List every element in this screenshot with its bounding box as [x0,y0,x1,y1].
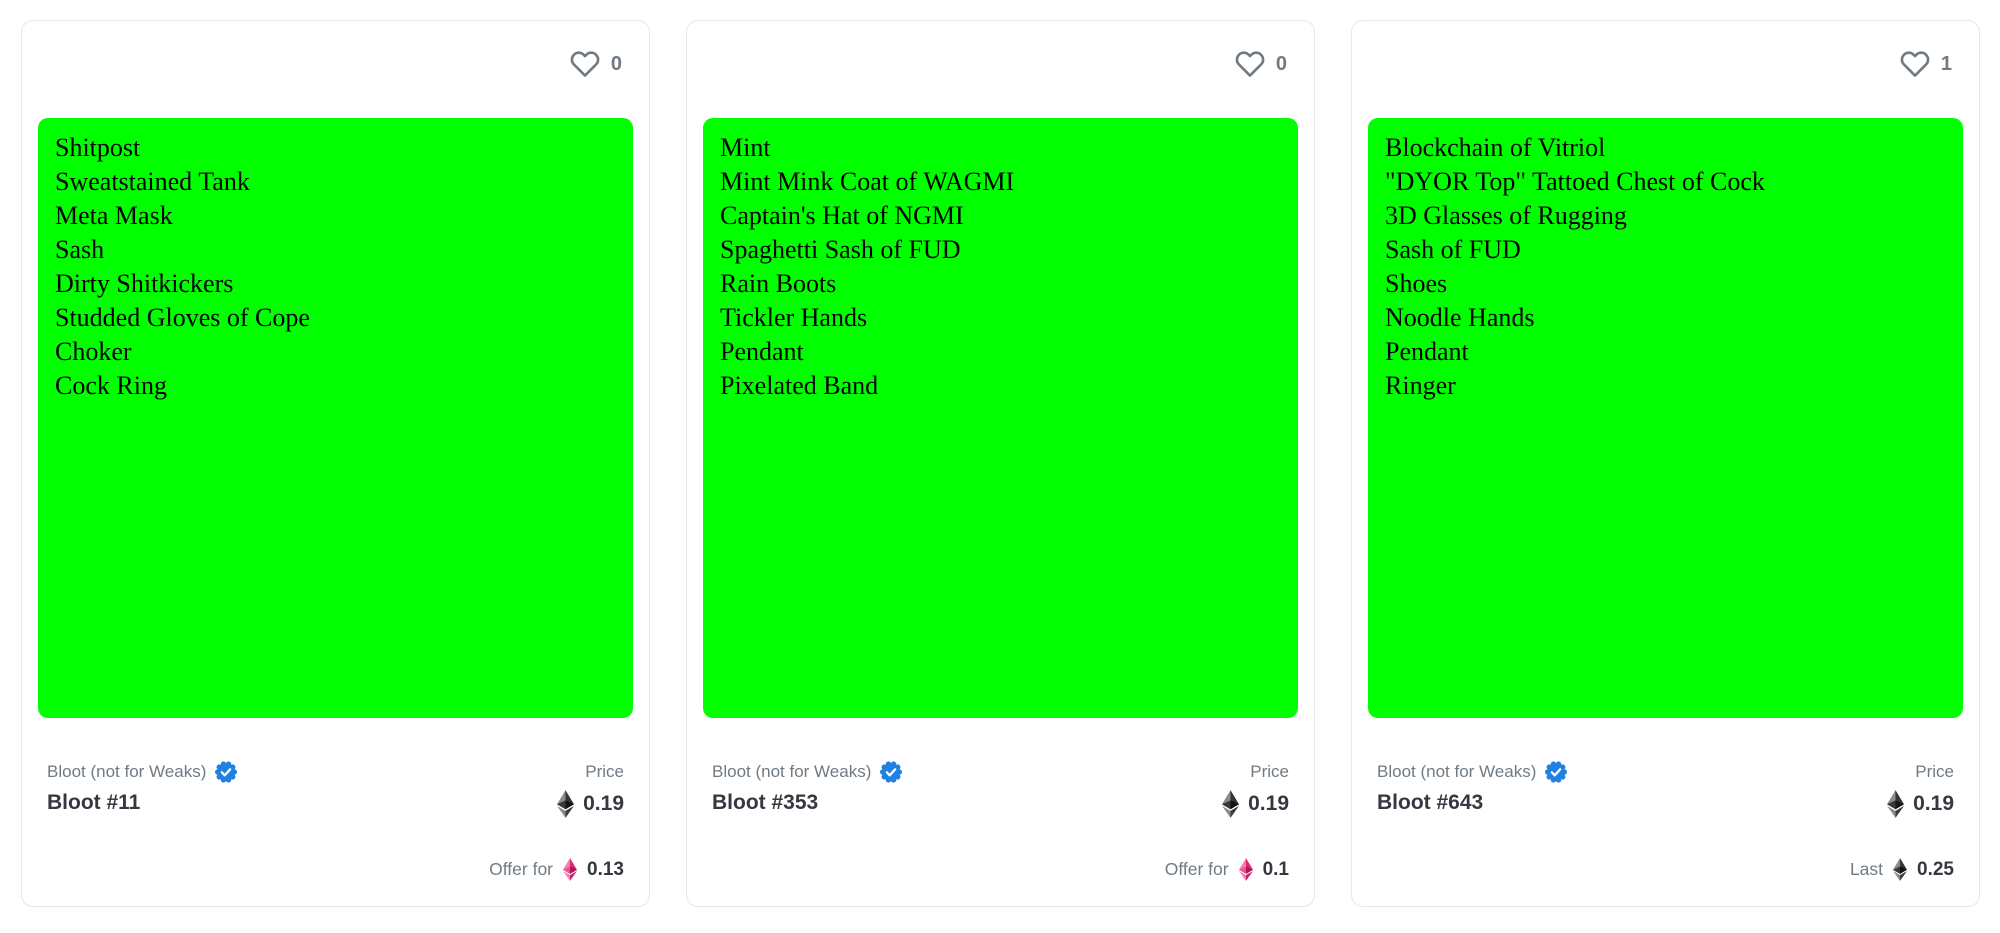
heart-icon [1900,51,1930,77]
last-sale-label: Last [1849,859,1884,879]
item-name: Bloot #353 [712,791,819,814]
trait-line: Tickler Hands [720,303,868,332]
collection-name: Bloot (not for Weaks) [47,762,207,781]
price-value: 0.19 [1913,792,1954,815]
trait-line: Shoes [1385,269,1448,298]
trait-line: Sash of FUD [1385,235,1521,264]
trait-line: Blockchain of Vitriol [1385,133,1606,162]
favorite-count: 0 [610,52,622,75]
eth-icon [1222,790,1240,818]
last-sale-value: 0.25 [1917,858,1954,880]
favorite-button[interactable] [570,49,600,79]
trait-line: Ringer [1385,371,1456,400]
trait-line: Shitpost [55,133,141,162]
heart-icon [1235,51,1265,77]
favorite-count: 1 [1940,52,1952,75]
offer-label: Offer for [489,859,554,879]
price-amount: 0.19 [1887,790,1954,818]
collection-link[interactable]: Bloot (not for Weaks) [1377,761,1568,783]
verified-badge-icon [215,761,238,783]
price-label: Price [585,762,624,781]
offer-label: Offer for [1164,859,1229,879]
trait-line: Rain Boots [720,269,837,298]
nft-card[interactable]: 1 Blockchain of Vitriol "DYOR Top" Tattoe… [1351,20,1980,907]
nft-image: Shitpost Sweatstained Tank Meta Mask Sash Di… [38,118,633,718]
price-label: Price [1250,762,1289,781]
item-name: Bloot #643 [1377,791,1484,814]
trait-line: Spaghetti Sash of FUD [720,235,961,264]
item-name: Bloot #11 [47,791,141,814]
card-header: 0 [22,21,649,82]
trait-line: Pixelated Band [720,371,879,400]
price-amount: 0.19 [1222,790,1289,818]
weth-icon [1238,858,1253,881]
trait-line: Pendant [720,337,804,366]
trait-line: Studded Gloves of Cope [55,303,310,332]
trait-line: Noodle Hands [1385,303,1535,332]
trait-line: Dirty Shitkickers [55,269,234,298]
card-details: Bloot (not for Weaks) Price Bloot #353 0… [687,761,1314,818]
trait-line: "DYOR Top" Tattoed Chest of Cock [1385,167,1765,196]
nft-image: Blockchain of Vitriol "DYOR Top" Tattoed … [1368,118,1963,718]
price-value: 0.19 [583,792,624,815]
weth-icon [563,858,578,881]
trait-line: Sweatstained Tank [55,167,250,196]
trait-line: Mint Mink Coat of WAGMI [720,167,1015,196]
eth-icon [557,790,575,818]
favorite-count: 0 [1275,52,1287,75]
trait-line: 3D Glasses of Rugging [1385,201,1627,230]
nft-card[interactable]: 0 Mint Mint Mink Coat of WAGMI Captain's H… [686,20,1315,907]
card-details: Bloot (not for Weaks) Price Bloot #643 0… [1352,761,1979,818]
trait-line: Mint [720,133,771,162]
card-header: 1 [1352,21,1979,82]
card-footer: Offer for 0.1 [687,858,1314,906]
favorite-button[interactable] [1900,49,1930,79]
heart-icon [570,51,600,77]
trait-line: Meta Mask [55,201,173,230]
verified-badge-icon [880,761,903,783]
eth-icon [1893,858,1908,881]
collection-name: Bloot (not for Weaks) [1377,762,1537,781]
trait-line: Cock Ring [55,371,167,400]
price-value: 0.19 [1248,792,1289,815]
eth-icon [1887,790,1905,818]
card-header: 0 [687,21,1314,82]
nft-image: Mint Mint Mink Coat of WAGMI Captain's Hat… [703,118,1298,718]
verified-badge-icon [1545,761,1568,783]
favorite-button[interactable] [1235,49,1265,79]
price-amount: 0.19 [557,790,624,818]
collection-link[interactable]: Bloot (not for Weaks) [712,761,903,783]
card-footer: Last 0.25 [1352,858,1979,906]
card-details: Bloot (not for Weaks) Price Bloot #11 0.… [22,761,649,818]
trait-line: Captain's Hat of NGMI [720,201,964,230]
nft-card[interactable]: 0 Shitpost Sweatstained Tank Meta Mask Sash… [21,20,650,907]
trait-line: Choker [55,337,132,366]
collection-name: Bloot (not for Weaks) [712,762,872,781]
trait-line: Sash [55,235,105,264]
price-label: Price [1915,762,1954,781]
card-footer: Offer for 0.13 [22,858,649,906]
offer-value: 0.1 [1262,858,1289,880]
offer-value: 0.13 [587,858,624,880]
trait-line: Pendant [1385,337,1469,366]
collection-link[interactable]: Bloot (not for Weaks) [47,761,238,783]
